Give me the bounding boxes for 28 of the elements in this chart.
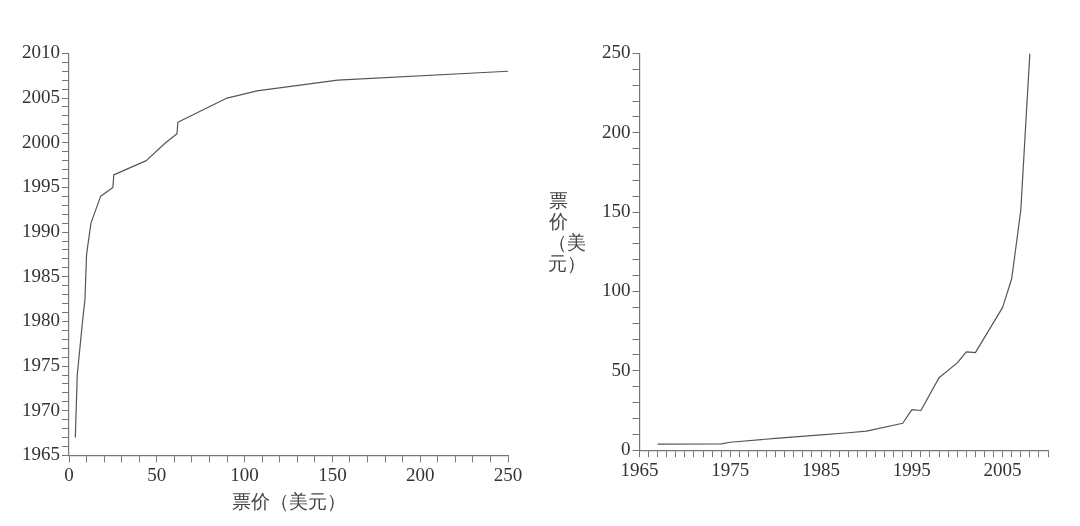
x-tick-label: 150: [318, 463, 347, 485]
y-tick-label: 1985: [22, 264, 60, 286]
y-tick-label: 1965: [22, 443, 60, 465]
y-tick-label: 1980: [22, 309, 60, 331]
y-tick-label: 1995: [22, 175, 60, 197]
y-tick-label: 0: [621, 438, 631, 460]
y-tick-label: 1975: [22, 354, 60, 376]
y-tick-label: 2005: [22, 86, 60, 108]
y-axis-title: 票价（美元）: [548, 189, 586, 274]
y-tick-label: 1970: [22, 398, 60, 420]
x-tick-label: 250: [493, 463, 523, 485]
x-tick-label: 1985: [802, 458, 841, 480]
y-tick-label: 2010: [22, 41, 60, 63]
y-tick-label: 200: [602, 120, 631, 142]
y-tick-label: 250: [602, 41, 631, 63]
y-tick-label: 2000: [22, 130, 60, 152]
x-tick-label: 200: [405, 463, 435, 485]
x-tick-label: 1975: [711, 458, 750, 480]
x-axis-title: 票价（美元）: [231, 489, 346, 512]
y-tick-label: 100: [602, 279, 631, 301]
x-tick-label: 1995: [892, 458, 931, 480]
y-tick-label: 1990: [22, 220, 60, 242]
x-tick-label: 2005: [983, 458, 1022, 480]
x-tick-label: 0: [64, 463, 74, 485]
y-tick-label: 50: [611, 358, 631, 380]
x-tick-label: 100: [230, 463, 259, 485]
y-tick-label: 150: [602, 200, 631, 222]
x-tick-label: 50: [147, 463, 167, 485]
